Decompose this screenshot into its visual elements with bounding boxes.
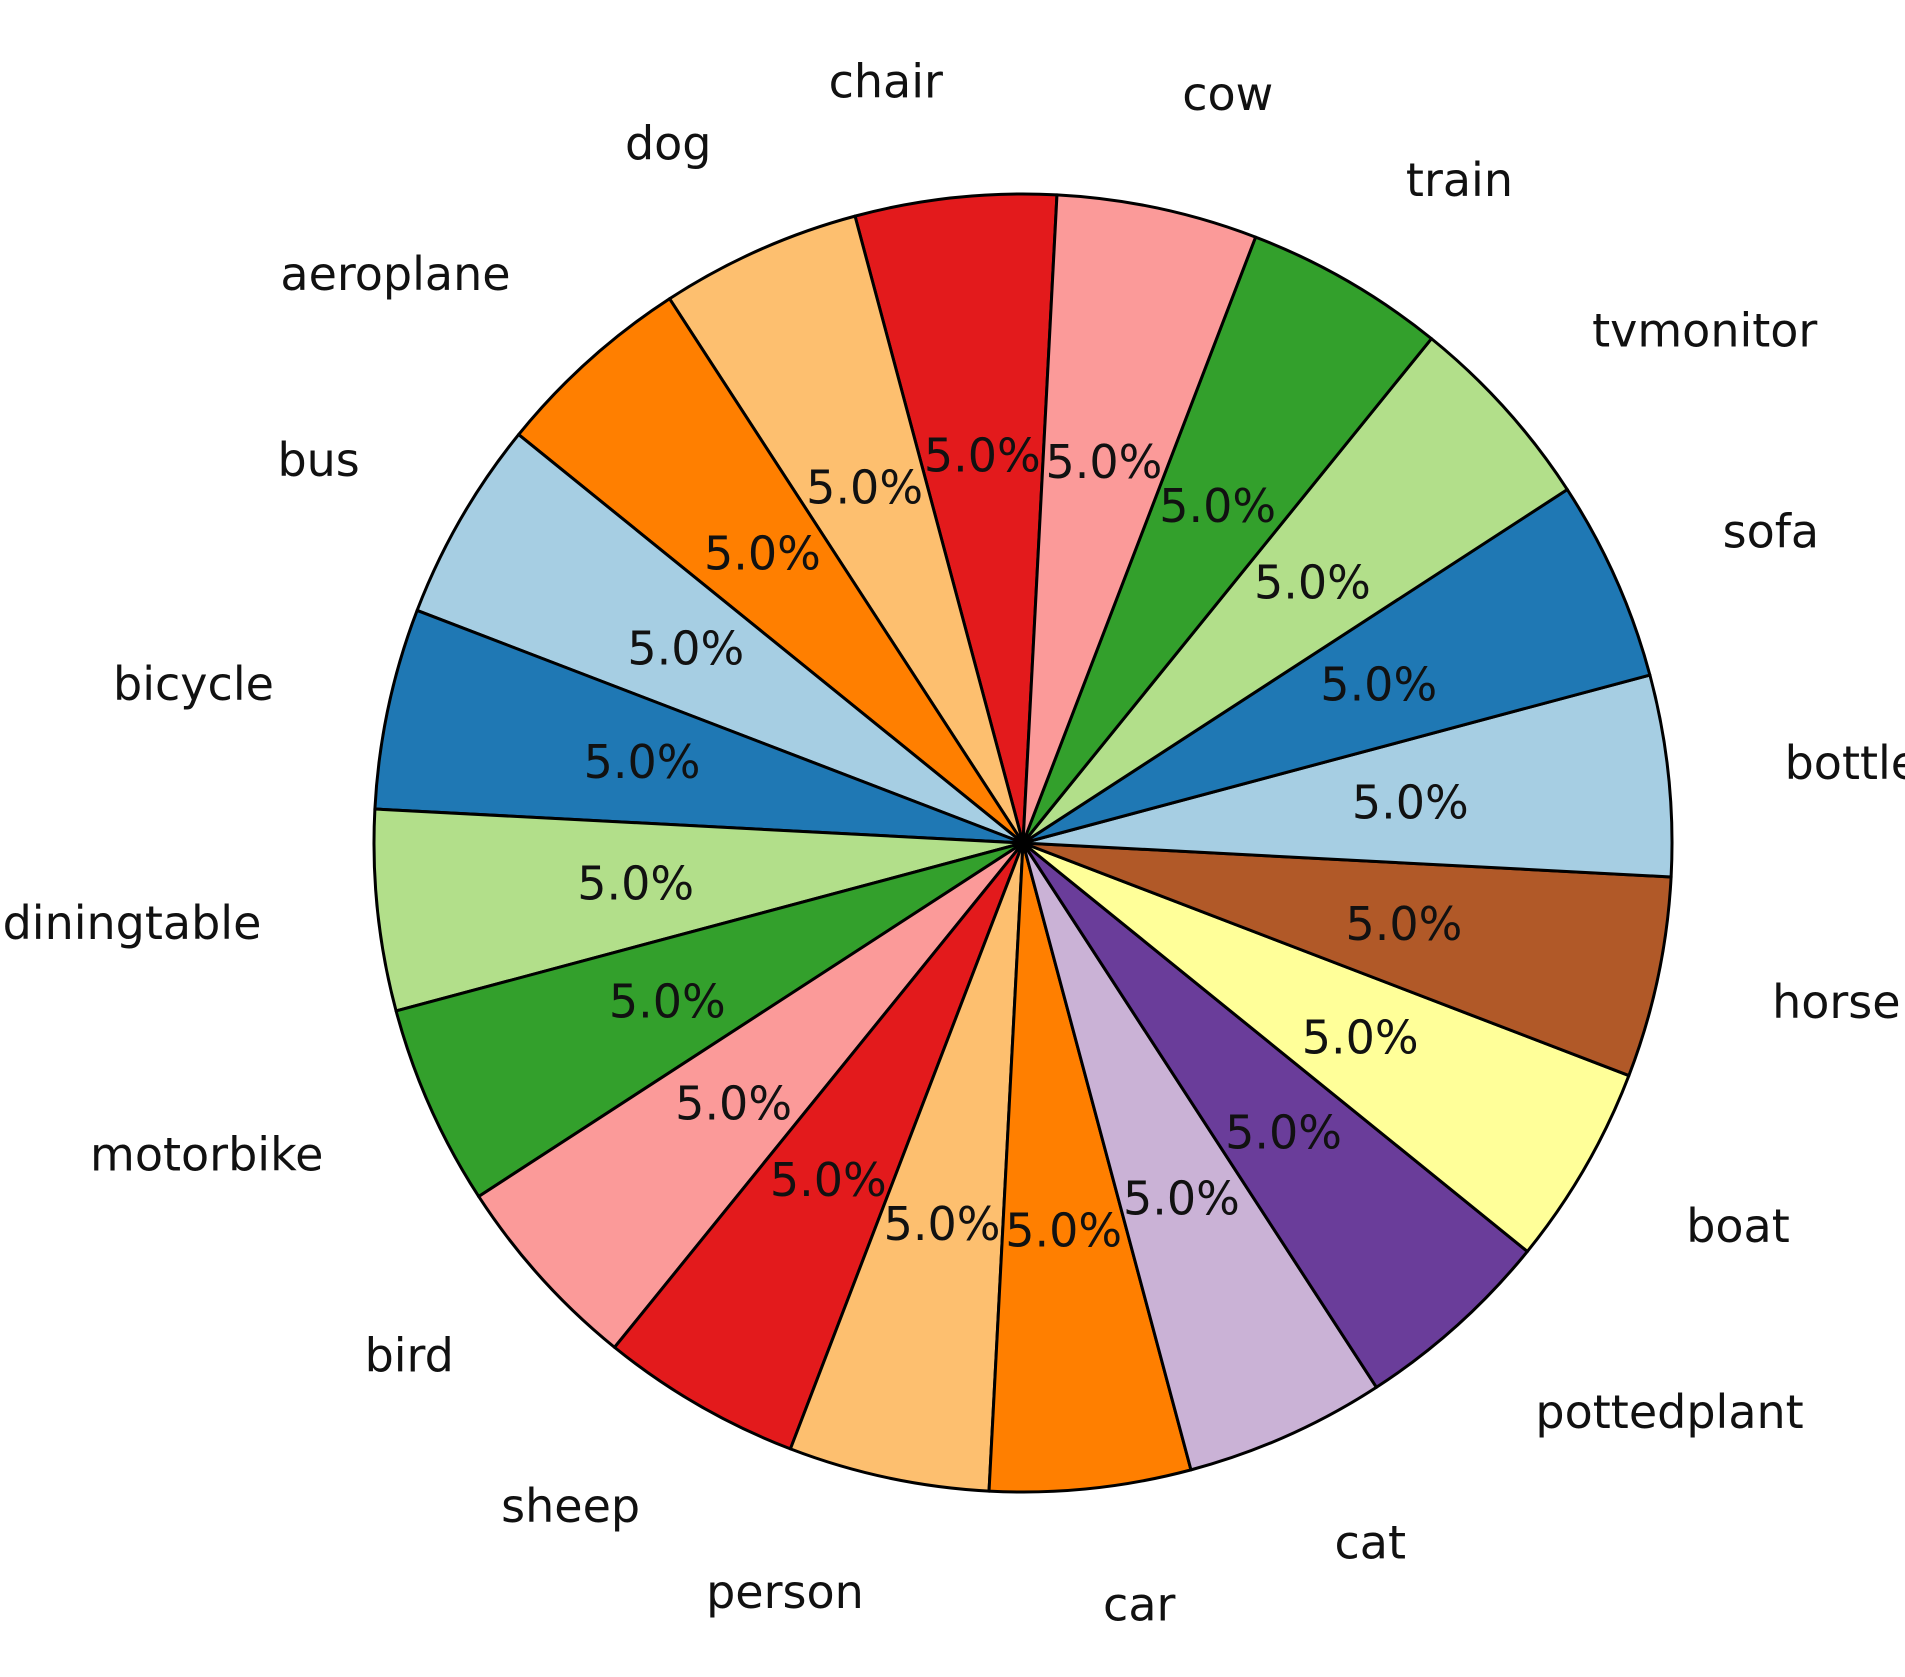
- slice-label-sofa: sofa: [1723, 505, 1820, 559]
- pie-slice-pottedplant: [1021, 841, 1529, 1389]
- slice-label-boat: boat: [1686, 1199, 1790, 1253]
- pie-slice-bicycle: [373, 608, 1025, 845]
- slice-label-dog: dog: [625, 116, 712, 170]
- slice-label-horse: horse: [1772, 975, 1900, 1029]
- slice-pct-cow: 5.0%: [1046, 435, 1163, 489]
- slice-label-diningtable: diningtable: [3, 896, 262, 950]
- slice-label-person: person: [706, 1565, 864, 1619]
- slice-label-pottedplant: pottedplant: [1535, 1385, 1803, 1439]
- slice-pct-aeroplane: 5.0%: [704, 527, 821, 581]
- slice-label-aeroplane: aeroplane: [280, 247, 510, 301]
- slice-pct-sheep: 5.0%: [770, 1153, 887, 1207]
- slice-label-cat: cat: [1334, 1516, 1406, 1570]
- pie-slice-tvmonitor: [1021, 337, 1569, 845]
- pie-percentage-labels: 5.0%5.0%5.0%5.0%5.0%5.0%5.0%5.0%5.0%5.0%…: [577, 429, 1468, 1258]
- slice-pct-motorbike: 5.0%: [609, 974, 726, 1028]
- slice-pct-bus: 5.0%: [627, 621, 744, 675]
- slice-pct-person: 5.0%: [884, 1197, 1001, 1251]
- slice-label-chair: chair: [829, 54, 943, 108]
- pie-slice-boat: [1021, 841, 1631, 1253]
- pie-slice-horse: [1021, 841, 1673, 1078]
- slice-label-train: train: [1406, 153, 1513, 207]
- slice-pct-bottle: 5.0%: [1352, 775, 1469, 829]
- pie-slice-diningtable: [372, 807, 1025, 1013]
- pie-slice-person: [788, 841, 1025, 1493]
- slice-pct-dog: 5.0%: [806, 460, 923, 514]
- pie-slice-car: [987, 841, 1193, 1494]
- slice-pct-bicycle: 5.0%: [584, 735, 701, 789]
- pie-slice-bottle: [1021, 673, 1674, 879]
- pie-slice-cow: [1021, 193, 1258, 845]
- pie-slice-bird: [477, 841, 1025, 1349]
- slice-pct-pottedplant: 5.0%: [1225, 1105, 1342, 1159]
- slice-pct-diningtable: 5.0%: [577, 857, 694, 911]
- pie-slice-sheep: [613, 841, 1025, 1451]
- pie-slice-dog: [668, 214, 1025, 845]
- slice-label-bus: bus: [277, 433, 359, 487]
- pie-slice-train: [1021, 235, 1433, 845]
- slice-pct-horse: 5.0%: [1345, 897, 1462, 951]
- slice-pct-train: 5.0%: [1159, 479, 1276, 533]
- pie-slice-cat: [1021, 841, 1378, 1472]
- slice-label-car: car: [1103, 1578, 1175, 1632]
- slice-pct-cat: 5.0%: [1123, 1172, 1240, 1226]
- slice-label-motorbike: motorbike: [90, 1127, 323, 1181]
- slice-label-tvmonitor: tvmonitor: [1592, 304, 1817, 358]
- slice-pct-bird: 5.0%: [675, 1077, 792, 1131]
- slice-label-cow: cow: [1182, 67, 1273, 121]
- pie-slice-bus: [415, 433, 1025, 845]
- pie-category-labels: chair dog aeroplane bus bicycle diningtable mo…: [3, 54, 1905, 1631]
- pie-slice-chair: [853, 192, 1059, 845]
- slice-pct-boat: 5.0%: [1302, 1011, 1419, 1065]
- slice-label-sheep: sheep: [501, 1479, 640, 1533]
- slice-pct-tvmonitor: 5.0%: [1254, 555, 1371, 609]
- slice-label-bird: bird: [365, 1328, 454, 1382]
- slice-label-bottle: bottle: [1785, 736, 1905, 790]
- pie-slice-motorbike: [394, 841, 1025, 1198]
- slice-pct-car: 5.0%: [1005, 1203, 1122, 1257]
- slice-pct-sofa: 5.0%: [1320, 658, 1437, 712]
- pie-slice-aeroplane: [517, 297, 1025, 845]
- slice-label-bicycle: bicycle: [113, 657, 274, 711]
- slice-pct-chair: 5.0%: [924, 429, 1041, 483]
- pie-slice-sofa: [1021, 488, 1652, 845]
- pie-slices: [372, 192, 1674, 1494]
